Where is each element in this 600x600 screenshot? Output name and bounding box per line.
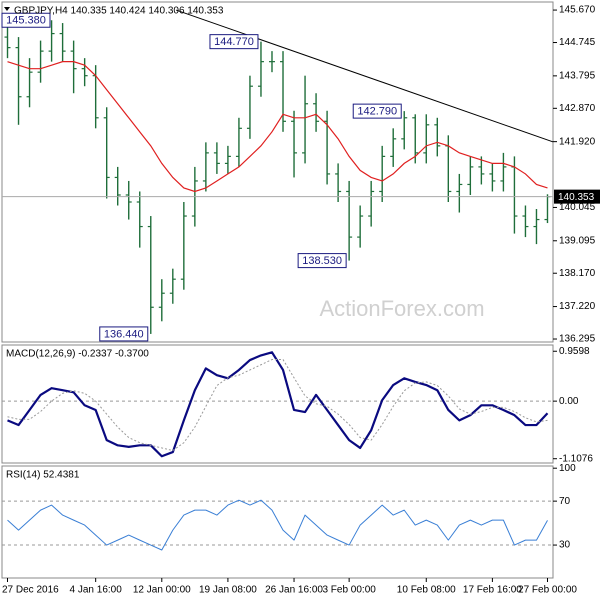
y-tick-label: 136.295: [559, 334, 596, 345]
price-label: 138.530: [302, 255, 342, 267]
plot-area: [7, 499, 548, 551]
plot-area: [7, 351, 549, 458]
trendline: [175, 9, 553, 143]
x-tick-label: 12 Jan 00:00: [133, 585, 191, 596]
y-tick-label: 139.095: [559, 235, 596, 246]
y-tick-label: 0.9598: [559, 346, 590, 357]
price-label-box: [209, 34, 259, 50]
plot-area: [4, 9, 553, 334]
y-tick-label: 141.920: [559, 136, 596, 147]
y-tick-label: 0.00: [559, 396, 579, 407]
panel-title: MACD(12,26,9) -0.2337 -0.3700: [6, 349, 149, 360]
panel-title: RSI(14) 52.4381: [6, 470, 80, 481]
panel-frame: [1, 1, 554, 343]
y-tick-label: 142.870: [559, 103, 596, 114]
x-tick-label: 27 Dec 2016: [2, 585, 59, 596]
indicator-line: [7, 359, 548, 452]
x-tick-label: 4 Jan 16:00: [70, 585, 123, 596]
x-tick-label: 26 Jan 16:00: [265, 585, 323, 596]
last-price-box: [554, 189, 600, 204]
watermark: ActionForex.com: [319, 296, 484, 321]
panel-frame: [1, 344, 554, 464]
y-tick-label: 138.170: [559, 268, 596, 279]
indicator-line: [7, 351, 549, 458]
y-tick-label: 137.220: [559, 301, 596, 312]
y-tick-label: 70: [559, 496, 571, 507]
panel-title: GBPJPY,H4 140.335 140.424 140.306 140.35…: [14, 6, 224, 17]
price-label-box: [1, 12, 51, 28]
x-tick-label: 17 Feb 16:00: [463, 585, 522, 596]
last-price-label: 140.353: [558, 192, 595, 203]
y-tick-label: 140.045: [559, 202, 596, 213]
x-tick-label: 3 Feb 00:00: [322, 585, 376, 596]
price-label: 144.770: [214, 36, 254, 48]
menu-arrow: [4, 7, 10, 11]
y-tick-label: -1.1076: [559, 453, 593, 464]
price-label: 136.440: [104, 328, 144, 340]
price-label-box: [99, 326, 149, 342]
x-tick-label: 10 Feb 08:00: [397, 585, 456, 596]
price-label-box: [297, 253, 347, 269]
y-tick-label: 144.745: [559, 37, 596, 48]
price-label-box: [352, 103, 402, 119]
moving-average: [7, 61, 548, 193]
y-tick-label: 30: [559, 540, 571, 551]
panel-frame: [1, 465, 554, 579]
y-tick-label: 100: [559, 463, 576, 474]
y-tick-label: 143.795: [559, 71, 596, 82]
price-label: 145.380: [6, 15, 46, 27]
x-tick-label: 27 Feb 00:00: [518, 585, 577, 596]
x-tick-label: 19 Jan 08:00: [199, 585, 257, 596]
y-tick-label: 145.670: [559, 5, 596, 16]
price-label: 142.790: [357, 106, 397, 118]
indicator-line: [7, 499, 548, 551]
